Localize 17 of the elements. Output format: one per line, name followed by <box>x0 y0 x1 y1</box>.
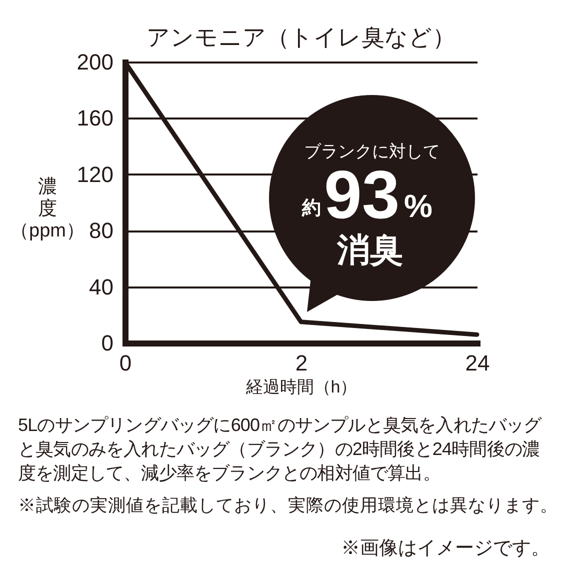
text: ※試験の実測値を記載しており、実際の使用環境とは異なります。 <box>18 494 558 516</box>
y-tick-label: 200 <box>76 50 114 74</box>
y-tick-label: 160 <box>76 106 114 131</box>
text: 5Lのサンプリングバッグに600㎡のサンプルと臭気を入れたバッグと臭気のみを入れたバッグ（ブランク）の2時間後と24時間後の濃度を測定して、減少率をブランクとの相対値で算出。 <box>18 414 543 485</box>
x-tick-label: 24 <box>465 350 490 376</box>
y-tick-label: 0 <box>101 330 114 356</box>
y-tick-label: 40 <box>89 274 114 300</box>
x-tick-label: 2 <box>295 350 308 376</box>
annotation: 消臭 <box>336 231 403 268</box>
annotation: % <box>404 188 432 224</box>
x-axis-title: 経過時間（h） <box>244 378 358 396</box>
chart-title: アンモニア（トイレ臭など） <box>146 24 456 50</box>
y-tick-label: 80 <box>89 218 114 244</box>
annotation: 約 <box>301 198 321 219</box>
x-tick-label: 0 <box>119 350 132 376</box>
annotation: ブランクに対して <box>304 142 440 161</box>
text: ※画像はイメージです。 <box>340 537 550 561</box>
